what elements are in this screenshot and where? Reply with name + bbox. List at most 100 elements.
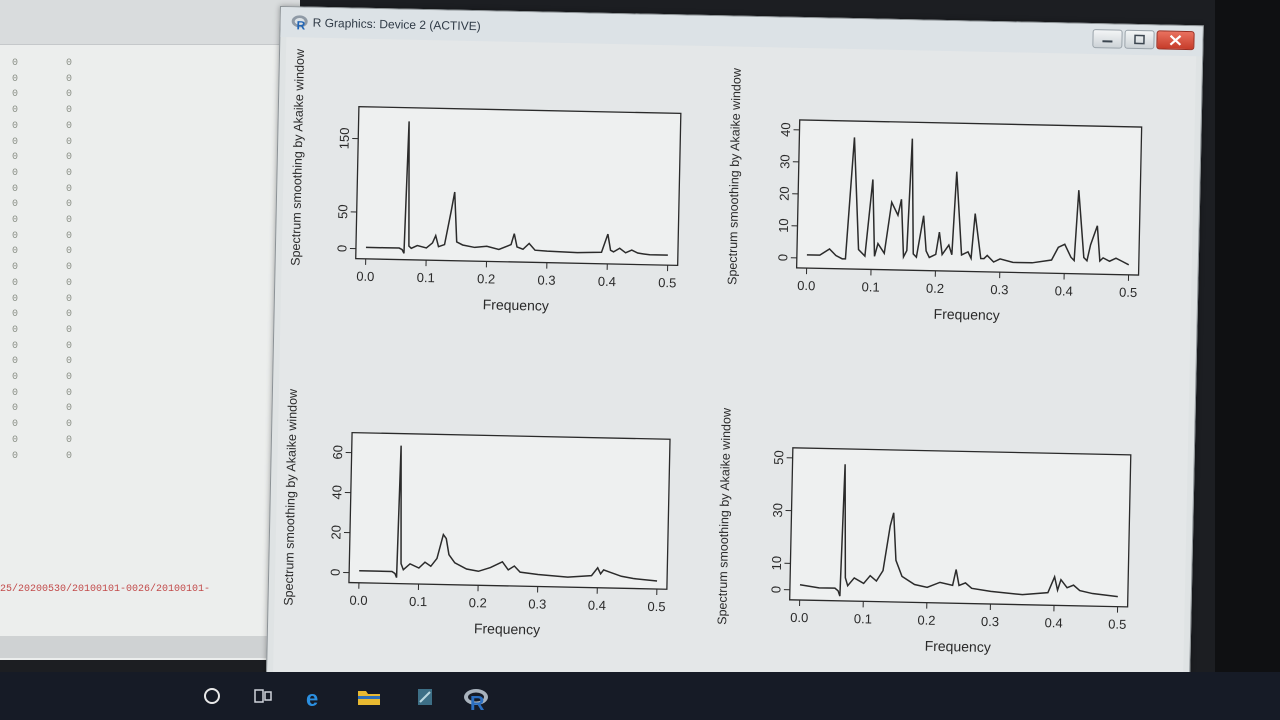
plot-frame-1	[355, 106, 682, 267]
y-tick-label: 150	[337, 127, 352, 149]
console-zero-value: 0	[66, 73, 73, 85]
svg-text:R: R	[470, 693, 485, 712]
x-tick-label: 0.0	[790, 610, 808, 625]
x-tick-label: 0.5	[647, 599, 665, 614]
console-zero-value: 0	[12, 340, 19, 352]
maximize-button[interactable]	[1124, 29, 1155, 50]
spectrum-line-3	[359, 445, 658, 582]
console-zero-value: 0	[66, 293, 73, 305]
console-zero-value: 0	[12, 450, 19, 462]
file-explorer-icon[interactable]	[356, 686, 382, 708]
x-tick-label: 0.0	[356, 269, 374, 284]
console-zero-value: 0	[12, 199, 19, 211]
console-zero-value: 0	[66, 450, 73, 462]
r-logo-icon: R	[291, 15, 308, 31]
console-zero-value: 0	[66, 403, 73, 415]
console-zero-value: 0	[66, 356, 73, 368]
y-tick-label: 50	[771, 450, 786, 465]
spectrum-line-4	[799, 464, 1118, 598]
plot-area: 0.0 0.1 0.2 0.3 0.4 0.5 0 50 150 Frequency Spectru…	[272, 37, 1197, 709]
y-tick-label: 30	[777, 154, 792, 169]
x-tick-label: 0.1	[854, 611, 872, 626]
maximize-icon	[1134, 34, 1145, 45]
y-axis-label: Spectrum smoothing by Akaike window	[715, 407, 734, 625]
y-tick-label: 0	[328, 569, 343, 577]
console-column-right: 0 0 0 0 0 0 0 0 0 0 0 0 0 0 0 0 0 0 0 0 0 0 0 0 0 0	[66, 56, 72, 464]
console-zero-value: 0	[12, 89, 19, 101]
r-graphics-window[interactable]: R R Graphics: Device 2 (ACTIVE) 0.0 0.1 0.…	[265, 6, 1204, 716]
spectrum-plots: 0.0 0.1 0.2 0.3 0.4 0.5 0 50 150 Frequency Spectru…	[281, 48, 1143, 655]
x-tick-label: 0.3	[990, 282, 1008, 297]
console-zero-value: 0	[12, 230, 19, 242]
console-zero-value: 0	[66, 89, 73, 101]
y-tick-label: 0	[768, 586, 783, 594]
x-tick-label: 0.4	[598, 274, 616, 289]
close-button[interactable]	[1156, 30, 1195, 51]
console-zero-value: 0	[66, 434, 73, 446]
console-zero-value: 0	[12, 215, 19, 227]
y-tick-label: 40	[778, 122, 793, 137]
console-zero-value: 0	[66, 215, 73, 227]
console-zero-value: 0	[12, 152, 19, 164]
plot-frame-4	[789, 447, 1132, 608]
x-tick-label: 0.3	[981, 614, 999, 629]
r-app-icon[interactable]: R	[462, 686, 490, 712]
y-tick-label: 40	[329, 485, 344, 500]
x-axis-label: Frequency	[933, 306, 999, 323]
console-header-strip	[0, 0, 300, 45]
svg-text:e: e	[306, 686, 318, 710]
x-tick-label: 0.1	[409, 594, 427, 609]
start-circle-icon[interactable]	[202, 686, 222, 706]
console-zero-value: 0	[66, 324, 73, 336]
console-zero-value: 0	[12, 105, 19, 117]
x-tick-label: 0.4	[1044, 615, 1062, 630]
y-tick-label: 0	[334, 245, 349, 253]
console-zero-value: 0	[12, 324, 19, 336]
console-zero-value: 0	[66, 120, 73, 132]
y-tick-label: 50	[335, 204, 350, 219]
app-icon[interactable]	[414, 686, 436, 708]
console-zero-value: 0	[12, 246, 19, 258]
x-tick-label: 0.0	[349, 593, 367, 608]
console-zero-value: 0	[12, 120, 19, 132]
close-icon	[1169, 34, 1182, 46]
window-title: R Graphics: Device 2 (ACTIVE)	[312, 15, 481, 34]
console-zero-value: 0	[66, 262, 73, 274]
edge-icon[interactable]: e	[304, 686, 328, 710]
y-axis-label: Spectrum smoothing by Akaike window	[725, 67, 744, 285]
console-zero-value: 0	[66, 372, 73, 384]
task-view-icon[interactable]	[252, 686, 274, 706]
x-tick-label: 0.3	[528, 596, 546, 611]
spectrum-line-1	[365, 121, 668, 256]
console-zero-value: 0	[66, 167, 73, 179]
console-zero-value: 0	[66, 136, 73, 148]
y-tick-label: 30	[770, 503, 785, 518]
y-axis-label: Spectrum smoothing by Akaike window	[281, 388, 300, 606]
x-tick-label: 0.0	[797, 278, 815, 293]
console-zero-value: 0	[12, 262, 19, 274]
console-zero-value: 0	[66, 387, 73, 399]
console-horizontal-scrollbar[interactable]	[0, 636, 300, 658]
console-path-text: 25/20200530/20100101-0026/20100101-	[0, 584, 211, 595]
console-zero-value: 0	[66, 199, 73, 211]
y-tick-label: 20	[328, 525, 343, 540]
console-zero-value: 0	[12, 419, 19, 431]
x-tick-label: 0.4	[1055, 283, 1073, 298]
minimize-icon	[1102, 40, 1113, 43]
console-zero-value: 0	[66, 419, 73, 431]
console-zero-value: 0	[66, 152, 73, 164]
y-axis-label: Spectrum smoothing by Akaike window	[289, 48, 308, 266]
minimize-button[interactable]	[1092, 29, 1123, 49]
console-column-left: 0 0 0 0 0 0 0 0 0 0 0 0 0 0 0 0 0 0 0 0 0 0 0 0 0 0	[12, 56, 18, 464]
console-zero-value: 0	[12, 58, 19, 69]
x-tick-label: 0.2	[469, 595, 487, 610]
console-zero-value: 0	[66, 230, 73, 242]
window-titlebar[interactable]: R R Graphics: Device 2 (ACTIVE)	[280, 7, 1203, 57]
x-tick-label: 0.1	[861, 279, 879, 294]
console-zero-value: 0	[12, 356, 19, 368]
y-tick-label: 10	[769, 556, 784, 571]
x-tick-label: 0.2	[926, 281, 944, 296]
console-zero-value: 0	[66, 183, 73, 195]
console-zero-value: 0	[12, 372, 19, 384]
